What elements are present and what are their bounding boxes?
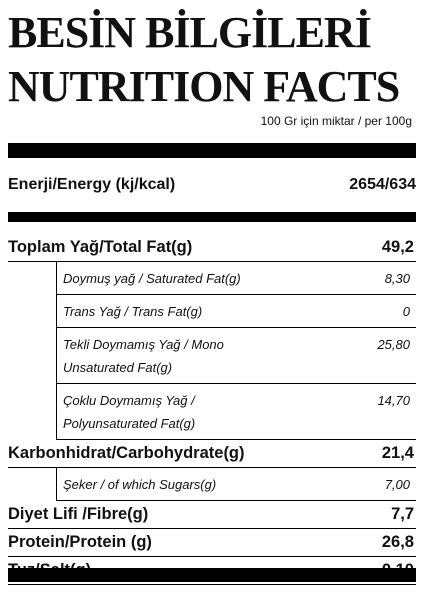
divider bbox=[8, 143, 416, 158]
rows: Toplam Yağ/Total Fat(g) 49,2 Doymuş yağ / … bbox=[8, 234, 416, 585]
label-line: Polyunsaturated Fat(g) bbox=[63, 416, 196, 431]
energy-row: Enerji/Energy (kj/kcal) 2654/634 bbox=[8, 160, 416, 210]
label-line: Doymuş yağ / Saturated Fat(g) bbox=[63, 271, 241, 286]
label: Enerji/Energy (kj/kcal) bbox=[8, 176, 176, 193]
nutrient-row: Toplam Yağ/Total Fat(g) 49,2 bbox=[8, 234, 416, 262]
value: 2654/634 bbox=[349, 176, 416, 193]
title: BESİN BİLGİLERİ bbox=[8, 8, 372, 57]
divider bbox=[8, 212, 416, 222]
sub-nutrient-row: Çoklu Doymamış Yağ / Polyunsaturated Fat(… bbox=[56, 384, 416, 440]
sub-nutrient-row: Tekli Doymamış Yağ / Mono Unsaturated Fat… bbox=[56, 328, 416, 384]
value: 7,7 bbox=[391, 505, 414, 523]
label: Diyet Lifi /Fibre(g) bbox=[8, 505, 149, 523]
divider bbox=[8, 568, 416, 582]
label: Trans Yağ / Trans Fat(g) bbox=[63, 300, 202, 323]
label-line: Çoklu Doymamış Yağ / bbox=[63, 393, 195, 408]
label-line: Trans Yağ / Trans Fat(g) bbox=[63, 304, 203, 319]
label-line: Şeker / of which Sugars(g) bbox=[63, 477, 217, 492]
sub-nutrient-row: Doymuş yağ / Saturated Fat(g) 8,30 bbox=[56, 262, 416, 295]
label: Toplam Yağ/Total Fat(g) bbox=[8, 238, 193, 256]
nutrient-row: Karbonhidrat/Carbohydrate(g) 21,4 bbox=[8, 440, 416, 468]
value: 21,4 bbox=[381, 444, 414, 462]
value: 14,70 bbox=[377, 393, 410, 408]
label-line: Tekli Doymamış Yağ / Mono bbox=[63, 337, 224, 352]
value: 7,00 bbox=[384, 477, 410, 492]
value: 49,2 bbox=[381, 238, 414, 256]
value: 8,30 bbox=[384, 271, 410, 286]
label: Tekli Doymamış Yağ / Mono Unsaturated Fat… bbox=[63, 333, 224, 379]
value: 26,8 bbox=[381, 533, 414, 551]
serving-note: 100 Gr için miktar / per 100g bbox=[260, 114, 412, 128]
label: Karbonhidrat/Carbohydrate(g) bbox=[8, 444, 245, 462]
nutrient-row: Diyet Lifi /Fibre(g) 7,7 bbox=[8, 501, 416, 529]
label: Çoklu Doymamış Yağ / Polyunsaturated Fat(… bbox=[63, 389, 195, 435]
label-line: Unsaturated Fat(g) bbox=[63, 360, 173, 375]
title: NUTRITION FACTS bbox=[8, 62, 400, 111]
sub-nutrient-row: Trans Yağ / Trans Fat(g) 0 bbox=[56, 295, 416, 328]
value: 25,80 bbox=[377, 337, 410, 352]
sub-nutrient-row: Şeker / of which Sugars(g) 7,00 bbox=[56, 468, 416, 501]
label: Şeker / of which Sugars(g) bbox=[63, 473, 216, 496]
nutrient-row: Protein/Protein (g) 26,8 bbox=[8, 529, 416, 557]
value: 0 bbox=[402, 304, 410, 319]
label: Doymuş yağ / Saturated Fat(g) bbox=[63, 267, 241, 290]
label: Protein/Protein (g) bbox=[8, 533, 152, 551]
